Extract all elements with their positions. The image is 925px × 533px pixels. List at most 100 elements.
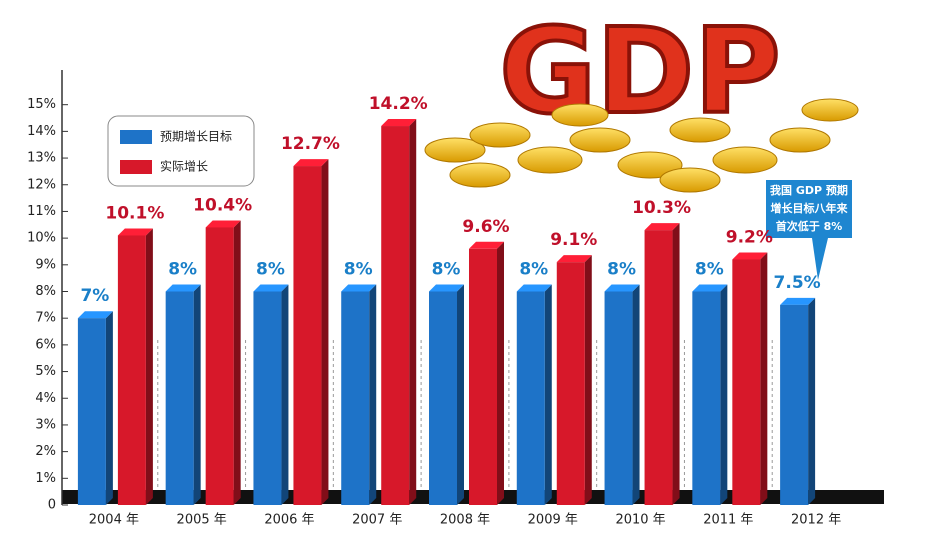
x-tick-label: 2008 年 (440, 513, 490, 528)
x-tick-label: 2006 年 (264, 513, 314, 528)
callout-text: 我国 GDP 预期 (770, 183, 848, 197)
value-label: 8% (168, 260, 197, 280)
bar-top (604, 284, 640, 292)
bar-top (644, 223, 680, 231)
bar (381, 126, 410, 505)
value-label: 9.2% (726, 227, 773, 247)
x-tick-label: 2010 年 (615, 513, 665, 528)
bar-top (253, 284, 289, 292)
y-tick-label: 4% (35, 391, 56, 406)
bar-side (457, 284, 464, 505)
value-label: 8% (432, 260, 461, 280)
value-label: 10.3% (632, 198, 691, 218)
x-tick-label: 2011 年 (703, 513, 753, 528)
y-tick-label: 14% (27, 124, 56, 139)
y-tick-label: 5% (35, 364, 56, 379)
bar-side (544, 284, 552, 505)
y-tick-label: 0 (48, 498, 56, 513)
bar-side (409, 119, 417, 505)
bar-side (760, 252, 768, 505)
legend-box (107, 115, 255, 187)
value-label: 14.2% (369, 94, 428, 114)
legend-label: 实际增长 (160, 159, 208, 174)
bar-top (469, 241, 504, 249)
value-label: 9.1% (550, 230, 597, 250)
value-label: 12.7% (281, 134, 340, 154)
y-tick-label: 11% (27, 204, 56, 219)
bar-side (233, 220, 241, 505)
bar (165, 291, 194, 505)
bar-top (205, 220, 241, 228)
bar-top (429, 284, 464, 292)
y-tick-label: 6% (35, 337, 56, 352)
bar-side (321, 159, 329, 505)
gdp-graphic: GDP (424, 0, 859, 193)
bar-side (672, 223, 680, 505)
bar-side (105, 311, 113, 505)
y-tick-label: 1% (35, 471, 56, 486)
x-tick-label: 2012 年 (791, 513, 841, 528)
bar-side (584, 255, 592, 505)
bar (205, 227, 234, 505)
value-label: 7% (80, 286, 109, 306)
y-tick-label: 7% (35, 311, 56, 326)
x-tick-label: 2009 年 (528, 513, 578, 528)
legend-swatch (120, 130, 152, 144)
bar-top (341, 284, 377, 292)
value-label: 10.4% (193, 195, 252, 215)
callout-box (766, 180, 852, 280)
value-label: 9.6% (462, 217, 509, 237)
y-tick-label: 13% (27, 151, 56, 166)
bar-side (497, 241, 504, 506)
bar-top (516, 284, 552, 292)
x-tick-label: 2004 年 (89, 513, 139, 528)
y-tick-label: 9% (35, 257, 56, 272)
bar-side (808, 297, 816, 505)
bar-top (381, 119, 417, 127)
bar-top (780, 297, 816, 305)
legend: 预期增长目标 实际增长 (107, 115, 255, 187)
bar (556, 262, 585, 505)
bar-top (692, 284, 728, 292)
bar (117, 235, 146, 506)
bar-side (369, 284, 377, 505)
bar (692, 291, 721, 505)
bar (780, 304, 809, 505)
y-tick-label: 3% (35, 417, 56, 432)
bar-top (293, 159, 329, 167)
bar (516, 291, 545, 505)
x-tick-label: 2007 年 (352, 513, 402, 528)
bar (469, 248, 497, 506)
x-tick-label: 2005 年 (177, 513, 227, 528)
bar (77, 318, 106, 505)
bar-top (556, 255, 592, 263)
bar (732, 259, 761, 505)
bar-top (77, 311, 113, 319)
bar-side (281, 284, 289, 505)
bar-side (632, 284, 640, 505)
bar-top (732, 252, 768, 260)
bar (604, 291, 633, 505)
value-label: 8% (519, 260, 548, 280)
bar (644, 230, 673, 505)
value-label: 8% (695, 260, 724, 280)
bar-top (117, 228, 153, 236)
callout: 我国 GDP 预期 增长目标八年来 首次低于 8% (766, 180, 852, 280)
bar (293, 166, 322, 505)
bar-side (720, 284, 728, 505)
value-label: 8% (607, 260, 636, 280)
bar-side (193, 284, 201, 505)
bar (429, 291, 457, 505)
bar-side (145, 228, 153, 506)
bar (253, 291, 282, 505)
gdp-text: GDP (499, 2, 780, 140)
y-tick-label: 2% (35, 444, 56, 459)
value-label: 8% (344, 260, 373, 280)
coins (424, 98, 859, 193)
callout-text: 增长目标八年来 (771, 201, 849, 215)
value-label: 10.1% (105, 203, 164, 223)
value-label: 8% (256, 260, 285, 280)
legend-swatch (120, 160, 152, 174)
y-tick-label: 10% (27, 231, 56, 246)
